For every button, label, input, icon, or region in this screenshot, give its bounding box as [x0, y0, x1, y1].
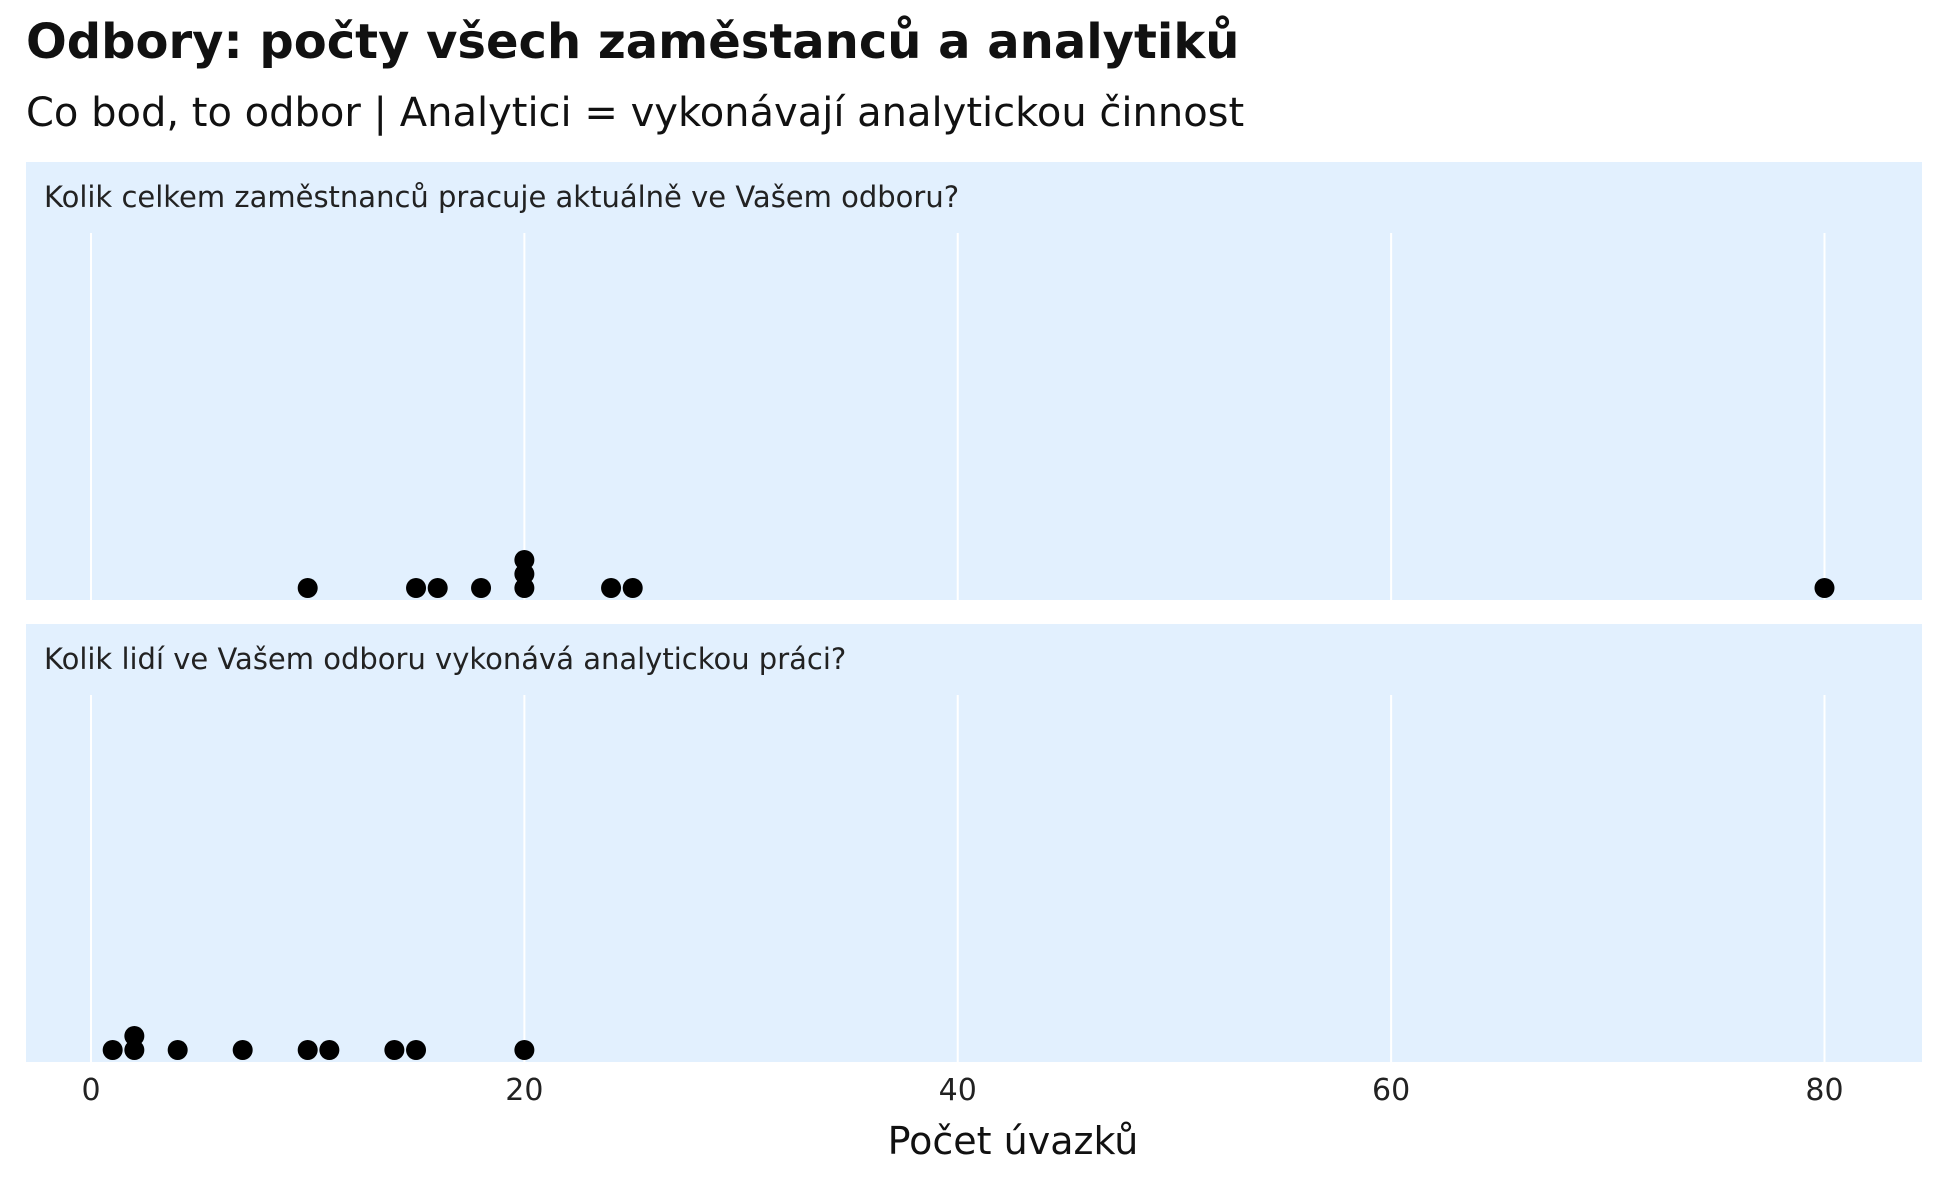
x-tick-label: 0	[81, 1073, 100, 1108]
facet-label: Kolik celkem zaměstnanců pracuje aktuáln…	[44, 180, 959, 214]
data-point	[514, 1040, 535, 1060]
data-point	[319, 1040, 340, 1060]
data-point	[124, 1026, 145, 1046]
data-point	[297, 1040, 318, 1060]
data-point	[471, 578, 492, 598]
panel-background	[26, 624, 1922, 1062]
data-point	[124, 1040, 145, 1060]
chart-title: Odbory: počty všech zaměstanců a analyti…	[26, 14, 1240, 70]
facet-label: Kolik lidí ve Vašem odboru vykonává anal…	[44, 642, 846, 676]
data-point	[232, 1040, 253, 1060]
data-point	[406, 578, 427, 598]
data-point	[406, 1040, 427, 1060]
x-axis-title: Počet úvazků	[888, 1119, 1139, 1163]
x-tick-label: 40	[939, 1073, 977, 1108]
data-point	[1814, 578, 1835, 598]
x-tick-label: 20	[505, 1073, 543, 1108]
data-point	[514, 578, 535, 598]
x-tick-label: 60	[1372, 1073, 1410, 1108]
data-point	[601, 578, 622, 598]
data-point	[427, 578, 448, 598]
data-point	[102, 1040, 123, 1060]
facet-panel: Kolik celkem zaměstnanců pracuje aktuáln…	[26, 162, 1922, 600]
panel-background	[26, 162, 1922, 600]
chart-subtitle: Co bod, to odbor | Analytici = vykonávaj…	[26, 90, 1245, 136]
data-point	[167, 1040, 188, 1060]
data-point	[514, 564, 535, 584]
x-axis: 0 20 40 60 80	[81, 1073, 1843, 1108]
data-point	[514, 550, 535, 570]
data-point	[384, 1040, 405, 1060]
x-tick-label: 80	[1805, 1073, 1843, 1108]
data-point	[622, 578, 643, 598]
facet-panel: Kolik lidí ve Vašem odboru vykonává anal…	[26, 624, 1922, 1062]
data-point	[297, 578, 318, 598]
